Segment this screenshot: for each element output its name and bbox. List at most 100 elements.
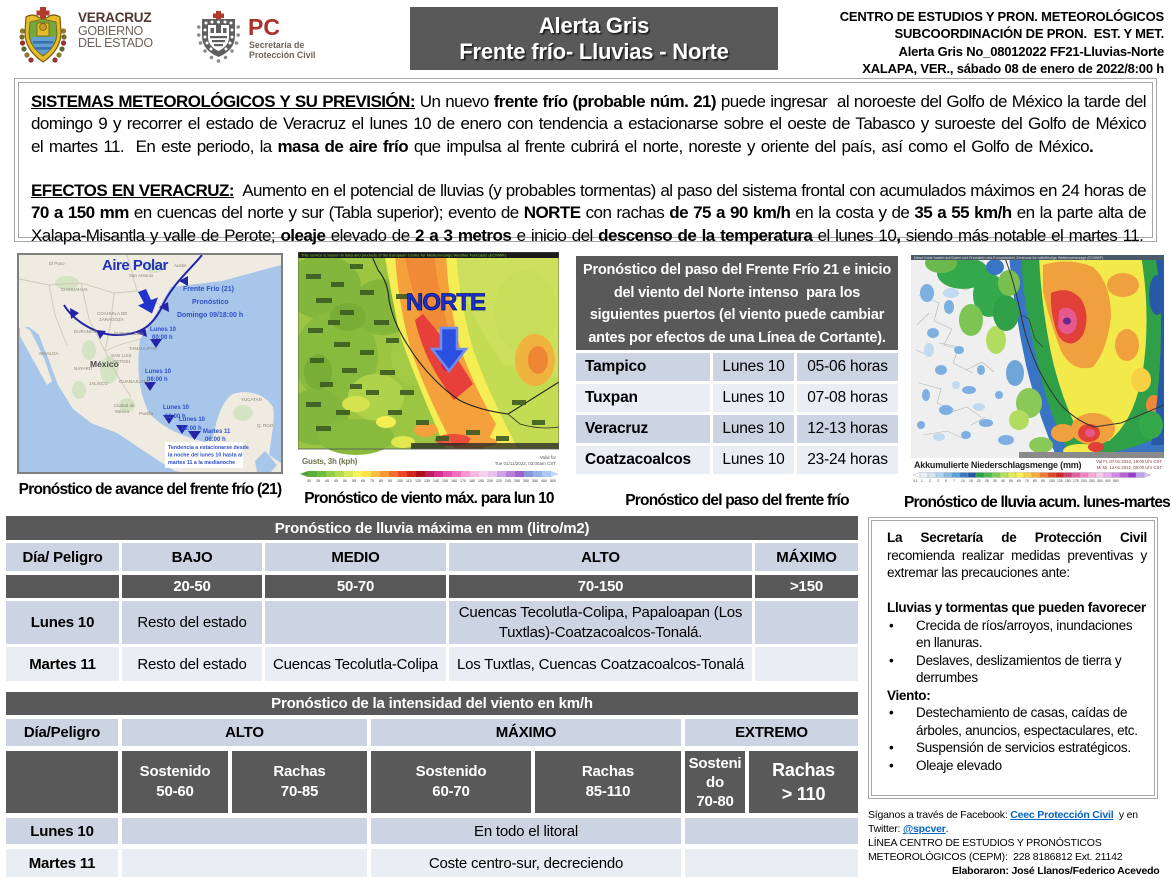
svg-text:Lunes 10: Lunes 10 <box>179 417 206 423</box>
svg-text:la noche del lunes 10 hasta al: la noche del lunes 10 hasta al <box>168 453 243 459</box>
svg-text:ZARAGOZA: ZARAGOZA <box>99 317 124 322</box>
svg-text:Ciudad de: Ciudad de <box>114 403 135 408</box>
svg-text:200: 200 <box>1081 479 1087 483</box>
svg-text:NUEVO LEON: NUEVO LEON <box>114 331 144 336</box>
svg-text:260: 260 <box>514 479 520 483</box>
svg-text:400: 400 <box>1105 479 1111 483</box>
svg-text:NAYARIT: NAYARIT <box>74 366 93 371</box>
svg-text:125: 125 <box>1057 479 1063 483</box>
svg-text:México: México <box>115 409 130 414</box>
svg-text:0.1: 0.1 <box>913 479 918 483</box>
svg-text:30: 30 <box>993 479 997 483</box>
svg-text:Martes 11: Martes 11 <box>203 429 231 435</box>
svg-text:Tue 01/11/2022, 03:00am CST: Tue 01/11/2022, 03:00am CST <box>495 461 557 466</box>
svg-text:GUANAJUATO: GUANAJUATO <box>119 379 150 384</box>
svg-text:México: México <box>90 359 119 369</box>
svg-text:1: 1 <box>921 479 923 483</box>
svg-text:Lunes 10: Lunes 10 <box>145 369 172 375</box>
svg-text:SAN LUIS: SAN LUIS <box>111 353 132 358</box>
svg-text:500: 500 <box>550 479 556 483</box>
svg-text:55: 55 <box>352 479 356 483</box>
svg-text:15: 15 <box>969 479 973 483</box>
svg-text:10: 10 <box>961 479 965 483</box>
svg-text:Pronóstico: Pronóstico <box>192 299 229 306</box>
svg-text:70: 70 <box>1025 479 1029 483</box>
svg-text:400: 400 <box>541 479 547 483</box>
svg-text:300: 300 <box>1097 479 1103 483</box>
svg-text:50: 50 <box>343 479 347 483</box>
svg-text:SINALOA: SINALOA <box>39 351 59 356</box>
svg-text:El Paso: El Paso <box>49 261 65 266</box>
svg-text:190: 190 <box>478 479 484 483</box>
svg-text:45: 45 <box>334 479 338 483</box>
svg-text:65: 65 <box>361 479 365 483</box>
svg-text:Diese Karte basiert auf Daten: Diese Karte basiert auf Daten und Produk… <box>914 256 1103 260</box>
svg-text:40: 40 <box>1001 479 1005 483</box>
svg-text:Lunes 10: Lunes 10 <box>150 327 177 333</box>
svg-text:3: 3 <box>937 479 939 483</box>
svg-text:35: 35 <box>316 479 320 483</box>
svg-text:175: 175 <box>1073 479 1079 483</box>
svg-text:25: 25 <box>985 479 989 483</box>
svg-text:250: 250 <box>1089 479 1095 483</box>
svg-text:Mi Mi, 12.01.2022, 00:00 Uhr C: Mi Mi, 12.01.2022, 00:00 Uhr CST <box>1097 465 1163 470</box>
svg-text:NORTE: NORTE <box>406 289 486 316</box>
svg-text:06:00 h: 06:00 h <box>205 437 226 443</box>
svg-text:00:00 h: 00:00 h <box>152 335 173 341</box>
svg-text:200: 200 <box>487 479 493 483</box>
svg-text:40: 40 <box>325 479 329 483</box>
svg-text:This service is based on data: This service is based on data and produc… <box>301 253 507 258</box>
svg-text:Tendencia a estacionarse desde: Tendencia a estacionarse desde <box>168 445 249 451</box>
svg-text:150: 150 <box>442 479 448 483</box>
svg-text:Gusts, 3h (kph): Gusts, 3h (kph) <box>302 457 358 466</box>
svg-text:CHIHUAHUA: CHIHUAHUA <box>61 287 88 292</box>
svg-text:160: 160 <box>451 479 457 483</box>
svg-text:18:00 h: 18:00 h <box>181 426 202 432</box>
svg-text:DURANGO: DURANGO <box>74 329 98 334</box>
svg-text:180: 180 <box>469 479 475 483</box>
svg-text:COAHUILA DE: COAHUILA DE <box>97 311 127 316</box>
svg-text:Akkumulierte Niederschlagsmeng: Akkumulierte Niederschlagsmenge (mm) <box>914 460 1082 470</box>
svg-text:60: 60 <box>1017 479 1021 483</box>
svg-text:140: 140 <box>433 479 439 483</box>
svg-text:POTOSI: POTOSI <box>113 359 130 364</box>
svg-text:170: 170 <box>460 479 466 483</box>
svg-text:5: 5 <box>945 479 947 483</box>
svg-text:350: 350 <box>532 479 538 483</box>
svg-text:80: 80 <box>379 479 383 483</box>
svg-text:7: 7 <box>953 479 955 483</box>
svg-text:YUCATAN: YUCATAN <box>241 397 262 402</box>
svg-text:martes 11 a la medianoche: martes 11 a la medianoche <box>168 460 235 466</box>
svg-text:12:00 h: 12:00 h <box>165 414 186 420</box>
svg-text:JALISCO: JALISCO <box>89 381 108 386</box>
svg-text:Puebla: Puebla <box>139 411 154 416</box>
svg-text:30: 30 <box>307 479 311 483</box>
svg-text:TAMAULIPAS: TAMAULIPAS <box>129 346 157 351</box>
svg-text:100: 100 <box>1049 479 1055 483</box>
svg-text:50: 50 <box>1009 479 1013 483</box>
svg-text:Aire Polar: Aire Polar <box>102 257 169 274</box>
svg-text:110: 110 <box>406 479 412 483</box>
svg-text:100: 100 <box>397 479 403 483</box>
svg-text:75: 75 <box>370 479 374 483</box>
svg-text:120: 120 <box>415 479 421 483</box>
svg-text:Valid for: Valid for <box>540 455 557 460</box>
svg-text:220: 220 <box>496 479 502 483</box>
svg-text:Domingo 09/18:00 h: Domingo 09/18:00 h <box>177 312 243 319</box>
svg-text:Austin: Austin <box>174 263 187 268</box>
svg-text:90: 90 <box>1041 479 1045 483</box>
svg-text:80: 80 <box>1033 479 1037 483</box>
svg-text:300: 300 <box>523 479 529 483</box>
svg-text:20: 20 <box>977 479 981 483</box>
svg-text:San Antonio: San Antonio <box>129 273 154 278</box>
svg-text:Val Fr, 07.01.2022, 18:00 Uhr: Val Fr, 07.01.2022, 18:00 Uhr CST <box>1096 459 1162 464</box>
svg-text:130: 130 <box>424 479 430 483</box>
svg-text:Frente Frío (21): Frente Frío (21) <box>183 286 234 293</box>
svg-text:150: 150 <box>1065 479 1071 483</box>
svg-text:Lunes 10: Lunes 10 <box>163 405 190 411</box>
svg-text:240: 240 <box>505 479 511 483</box>
svg-text:06:00 h: 06:00 h <box>147 377 168 383</box>
svg-text:90: 90 <box>388 479 392 483</box>
svg-text:500: 500 <box>1113 479 1119 483</box>
svg-text:2: 2 <box>929 479 931 483</box>
